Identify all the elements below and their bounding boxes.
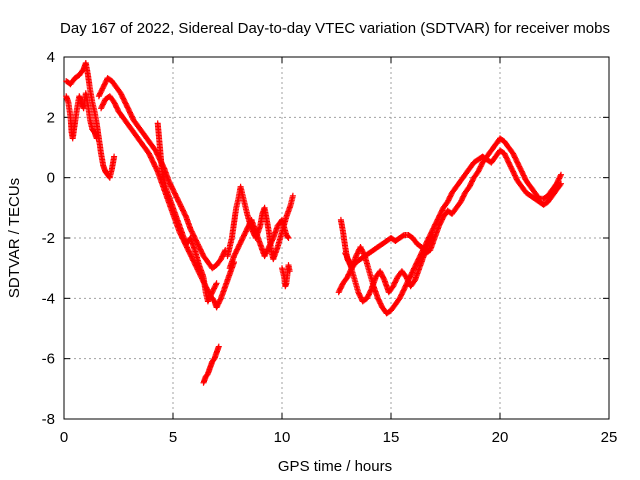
series-track-j bbox=[335, 135, 564, 296]
data-point bbox=[213, 280, 220, 287]
data-points bbox=[63, 60, 564, 386]
series-track-f bbox=[200, 343, 222, 386]
y-tick-label: -2 bbox=[42, 230, 55, 247]
y-tick-label: -4 bbox=[42, 290, 55, 307]
grid-lines bbox=[64, 57, 609, 419]
x-tick-label: 15 bbox=[383, 429, 400, 446]
y-tick-label: -8 bbox=[42, 411, 55, 428]
data-point bbox=[557, 181, 564, 188]
y-tick-label: 2 bbox=[47, 109, 55, 126]
data-point bbox=[558, 171, 564, 178]
data-point bbox=[429, 232, 436, 238]
x-tick-label: 10 bbox=[274, 429, 291, 446]
data-point bbox=[558, 180, 564, 187]
data-point bbox=[101, 98, 108, 105]
x-tick-label: 20 bbox=[492, 429, 509, 446]
series-track-i bbox=[279, 262, 293, 290]
series-track-b bbox=[63, 90, 100, 142]
series-track-e bbox=[154, 120, 220, 305]
data-point bbox=[117, 90, 124, 97]
x-tick-label: 25 bbox=[601, 429, 618, 446]
series-track-h bbox=[226, 216, 292, 272]
series-track-l bbox=[342, 232, 436, 305]
y-axis-label: SDTVAR / TECUs bbox=[6, 178, 23, 298]
data-point bbox=[286, 268, 293, 275]
data-point bbox=[380, 275, 387, 282]
y-tick-label: -6 bbox=[42, 351, 55, 368]
data-point bbox=[215, 343, 222, 350]
y-tick-label: 0 bbox=[47, 170, 55, 187]
data-point bbox=[284, 234, 291, 240]
data-point bbox=[289, 192, 296, 199]
data-point bbox=[93, 135, 100, 142]
series-track-d bbox=[98, 93, 237, 311]
series-track-a bbox=[63, 60, 118, 181]
data-point bbox=[111, 153, 118, 160]
x-tick-label: 5 bbox=[169, 429, 177, 446]
chart-title: Day 167 of 2022, Sidereal Day-to-day VTE… bbox=[60, 20, 610, 37]
axis-ticks: 0 5 10 15 20 25 -8 -6 -4 -2 0 2 4 bbox=[42, 49, 618, 446]
data-point bbox=[285, 235, 292, 241]
y-tick-label: 4 bbox=[47, 49, 55, 66]
x-axis-label: GPS time / hours bbox=[278, 458, 392, 475]
x-tick-label: 0 bbox=[60, 429, 68, 446]
